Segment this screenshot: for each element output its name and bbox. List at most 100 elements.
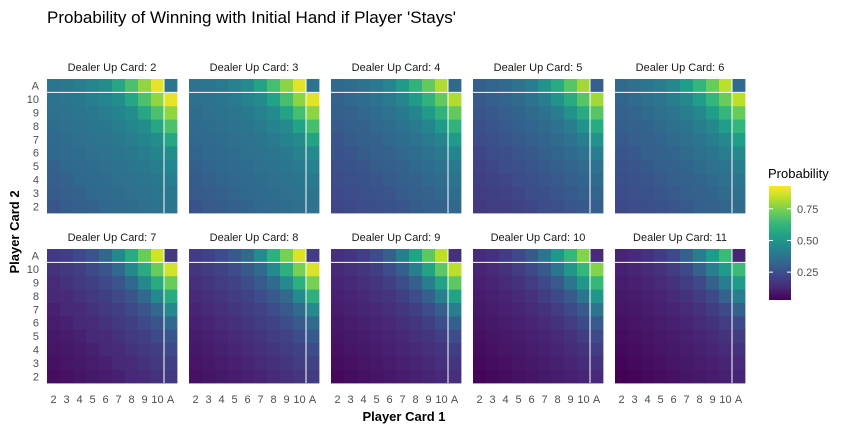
heatmap-cell: [628, 119, 642, 133]
heatmap-cell: [112, 132, 126, 147]
heatmap-cell: [138, 262, 152, 277]
heatmap-cell: [73, 92, 87, 107]
heatmap-cell: [396, 132, 410, 147]
heatmap-cell: [112, 249, 126, 263]
heatmap-cell: [112, 159, 126, 174]
heatmap-cell: [151, 172, 165, 187]
heatmap-cell: [577, 329, 591, 344]
heatmap-cell: [47, 159, 61, 174]
heatmap-cell: [151, 329, 165, 344]
heatmap-cell: [473, 146, 487, 160]
heatmap-cell: [693, 369, 707, 384]
heatmap-cell: [654, 132, 668, 147]
heatmap-cell: [306, 369, 320, 384]
facet-panel-dealer-2: Dealer Up Card: 2: [43, 62, 181, 214]
heatmap-cell: [654, 146, 668, 160]
heatmap-cell: [435, 119, 449, 133]
heatmap-cell: [267, 302, 281, 317]
heatmap-cell: [448, 119, 462, 133]
heatmap-cell: [525, 199, 539, 214]
y-tick-label: 2: [33, 201, 39, 213]
heatmap-cell: [693, 262, 707, 277]
x-tick-label: 10: [151, 394, 163, 406]
heatmap-cell: [706, 249, 720, 263]
heatmap-cell: [422, 249, 436, 263]
heatmap-cell: [73, 132, 87, 147]
heatmap-cell: [525, 342, 539, 357]
heatmap-cell: [615, 289, 629, 303]
heatmap-cell: [267, 316, 281, 330]
heatmap-cell: [732, 105, 746, 120]
heatmap-cell: [512, 159, 526, 174]
heatmap-cell: [525, 159, 539, 174]
heatmap-cell: [551, 105, 565, 120]
heatmap-cell: [396, 275, 410, 290]
heatmap-cell: [422, 342, 436, 357]
heatmap-cell: [357, 262, 371, 277]
heatmap-cell: [151, 105, 165, 120]
heatmap-cell: [86, 369, 100, 384]
heatmap-cell: [525, 356, 539, 370]
heatmap-cell: [112, 172, 126, 187]
heatmap-cell: [473, 302, 487, 317]
heatmap-cell: [189, 79, 203, 93]
heatmap-cell: [254, 159, 268, 174]
heatmap-cell: [641, 342, 655, 357]
heatmap-cell: [577, 369, 591, 384]
heatmap-cell: [241, 199, 255, 214]
heatmap-cell: [577, 249, 591, 263]
heatmap-cell: [164, 119, 178, 133]
heatmap-cell: [693, 302, 707, 317]
heatmap-cell: [215, 329, 229, 344]
x-tick-label: 10: [435, 394, 447, 406]
heatmap-cell: [86, 186, 100, 200]
heatmap-cell: [73, 275, 87, 290]
heatmap-cell: [512, 302, 526, 317]
heatmap-cell: [680, 289, 694, 303]
heatmap-cell: [215, 342, 229, 357]
heatmap-cell: [357, 199, 371, 214]
heatmap-cell: [590, 289, 604, 303]
heatmap-cell: [189, 105, 203, 120]
heatmap-cell: [383, 159, 397, 174]
heatmap-cell: [254, 356, 268, 370]
heatmap-cell: [706, 275, 720, 290]
heatmap-cell: [112, 92, 126, 107]
heatmap-cell: [732, 356, 746, 370]
heatmap-cell: [280, 186, 294, 200]
x-tick-label: 4: [644, 394, 650, 406]
heatmap-cell: [422, 186, 436, 200]
heatmap-cell: [422, 92, 436, 107]
heatmap-cell: [138, 186, 152, 200]
heatmap-cell: [267, 172, 281, 187]
heatmap-cell: [590, 249, 604, 263]
heatmap-cell: [383, 369, 397, 384]
heatmap-cell: [99, 275, 113, 290]
heatmap-cell: [641, 132, 655, 147]
heatmap-cell: [306, 329, 320, 344]
heatmap-cell: [486, 132, 500, 147]
heatmap-cell: [448, 159, 462, 174]
heatmap-cell: [448, 329, 462, 344]
heatmap-cell: [293, 159, 307, 174]
heatmap-cell: [564, 289, 578, 303]
heatmap-cell: [525, 316, 539, 330]
heatmap-cell: [693, 275, 707, 290]
heatmap-cell: [383, 199, 397, 214]
heatmap-cell: [525, 186, 539, 200]
heatmap-cell: [99, 199, 113, 214]
heatmap-cell: [47, 172, 61, 187]
heatmap-cell: [383, 316, 397, 330]
heatmap-cell: [99, 342, 113, 357]
heatmap-cell: [396, 316, 410, 330]
heatmap-cell: [590, 105, 604, 120]
heatmap-cell: [241, 342, 255, 357]
x-tick-label: 8: [412, 394, 418, 406]
heatmap-cell: [293, 342, 307, 357]
heatmap-cell: [654, 369, 668, 384]
heatmap-cell: [577, 302, 591, 317]
heatmap-cell: [357, 79, 371, 93]
x-tick-label: 2: [618, 394, 624, 406]
heatmap-cell: [138, 342, 152, 357]
heatmap-cell: [151, 302, 165, 317]
